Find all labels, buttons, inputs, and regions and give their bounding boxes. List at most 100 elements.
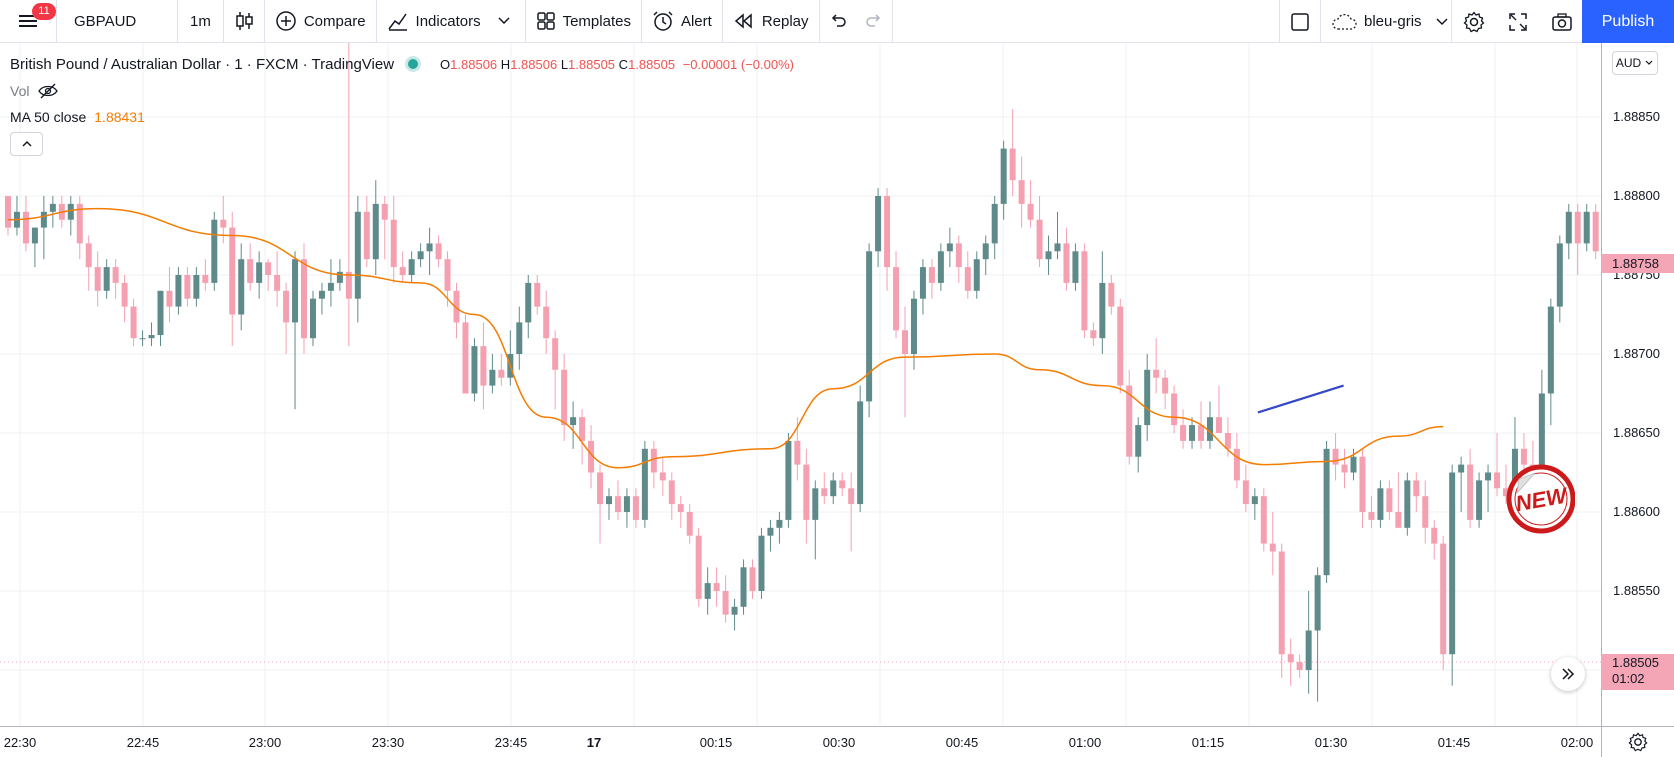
hamburger-menu-icon bbox=[19, 15, 37, 27]
candle-down bbox=[668, 480, 675, 505]
double-chevron-right-icon bbox=[1562, 668, 1575, 680]
collapse-legend-button[interactable] bbox=[10, 132, 43, 156]
candle-up bbox=[1206, 417, 1213, 441]
candle-up bbox=[31, 227, 38, 244]
candle-up bbox=[1547, 306, 1554, 394]
candle-down bbox=[848, 488, 855, 505]
chevron-down-icon bbox=[1645, 60, 1653, 65]
symbol-title[interactable]: British Pound / Australian Dollar · 1 · … bbox=[10, 55, 395, 73]
candle-down bbox=[85, 243, 92, 268]
layout-name-label: bleu-gris bbox=[1364, 13, 1422, 30]
candle-down bbox=[498, 369, 505, 378]
ma-value: 1.88431 bbox=[94, 109, 145, 125]
candle-up bbox=[1144, 369, 1151, 426]
candle-up bbox=[1072, 251, 1079, 283]
candle-up bbox=[875, 196, 882, 252]
chart-settings-button[interactable] bbox=[1452, 0, 1496, 43]
eye-hidden-icon[interactable] bbox=[37, 83, 59, 99]
time-label: 01:15 bbox=[1191, 735, 1225, 750]
indicators-button[interactable]: Indicators bbox=[377, 0, 525, 43]
fullscreen-icon bbox=[1509, 12, 1527, 31]
chart-pane[interactable]: NEW bbox=[0, 43, 1601, 726]
gear-icon bbox=[1463, 10, 1485, 32]
candle-down bbox=[543, 306, 550, 339]
time-label: 23:45 bbox=[494, 735, 528, 750]
scale-settings-button[interactable] bbox=[1601, 726, 1674, 757]
candle-up bbox=[336, 271, 343, 283]
price-label: 1.88850 bbox=[1613, 109, 1660, 124]
plus-circle-icon bbox=[276, 11, 296, 31]
time-scale[interactable]: 22:30 22:45 23:00 23:30 23:45 17 00:15 00:30 00:… bbox=[0, 726, 1601, 757]
candle-down bbox=[588, 440, 595, 473]
candle-down bbox=[839, 480, 846, 489]
last-price-value: 1.88505 bbox=[1612, 655, 1659, 670]
candle-down bbox=[435, 243, 442, 260]
candle-down bbox=[1018, 180, 1025, 204]
candle-down bbox=[964, 267, 971, 291]
market-status-dot[interactable] bbox=[408, 59, 419, 69]
price-scale[interactable]: 1.88850 1.88800 1.88750 1.88700 1.88650 1.886… bbox=[1601, 43, 1674, 726]
time-label: 01:00 bbox=[1068, 735, 1102, 750]
candle-down bbox=[1269, 543, 1276, 552]
currency-dropdown[interactable]: AUD bbox=[1612, 51, 1658, 75]
candle-up bbox=[1511, 448, 1518, 497]
redo-button[interactable] bbox=[856, 0, 892, 43]
layout-square-button[interactable] bbox=[1280, 0, 1320, 43]
candle-down bbox=[1386, 488, 1393, 512]
candle-up bbox=[1565, 211, 1572, 244]
candle-up bbox=[1485, 472, 1492, 481]
price-chart[interactable] bbox=[0, 43, 1601, 726]
candle-up bbox=[740, 567, 747, 607]
new-sticker-image: NEW bbox=[1505, 463, 1575, 535]
candle-down bbox=[1431, 527, 1438, 544]
candle-up bbox=[767, 527, 774, 536]
open-value: 1.88506 bbox=[450, 56, 498, 72]
candle-down bbox=[1036, 219, 1043, 260]
candle-up bbox=[1305, 630, 1312, 670]
candle-down bbox=[713, 583, 720, 591]
scroll-to-realtime-button[interactable] bbox=[1551, 657, 1585, 691]
interval-button[interactable]: 1m bbox=[190, 12, 211, 30]
top-toolbar: 11 GBPAUD 1m Compare Indicators Template… bbox=[0, 0, 1674, 43]
candle-up bbox=[866, 251, 873, 402]
candle-down bbox=[928, 267, 935, 283]
fullscreen-button[interactable] bbox=[1496, 0, 1540, 43]
candle-down bbox=[1278, 551, 1285, 655]
gear-icon bbox=[1628, 732, 1648, 752]
main-menu-button[interactable]: 11 bbox=[0, 0, 56, 43]
candle-up bbox=[1314, 575, 1321, 631]
candle-down bbox=[534, 282, 541, 307]
candle-up bbox=[982, 243, 989, 260]
ma-label[interactable]: MA 50 close bbox=[10, 109, 87, 125]
snapshot-button[interactable] bbox=[1540, 0, 1584, 43]
publish-button[interactable]: Publish bbox=[1582, 0, 1674, 43]
currency-label: AUD bbox=[1615, 56, 1642, 70]
time-label: 22:45 bbox=[126, 735, 160, 750]
price-label: 1.88650 bbox=[1613, 425, 1660, 440]
layout-name-dropdown[interactable]: bleu-gris bbox=[1321, 0, 1451, 43]
compare-button[interactable]: Compare bbox=[265, 0, 376, 43]
undo-button[interactable] bbox=[820, 0, 856, 43]
candle-up bbox=[641, 448, 648, 520]
candle-up bbox=[1377, 488, 1384, 520]
last-price-tag: 1.88505 01:02 bbox=[1601, 654, 1674, 690]
volume-label[interactable]: Vol bbox=[10, 83, 30, 99]
candle-up bbox=[830, 480, 837, 497]
candle-up bbox=[937, 251, 944, 283]
candle-down bbox=[247, 259, 254, 283]
candle-down bbox=[614, 496, 621, 512]
candle-up bbox=[991, 203, 998, 244]
symbol-search-button[interactable]: GBPAUD bbox=[74, 12, 137, 30]
candle-down bbox=[166, 290, 173, 307]
templates-button[interactable]: Templates bbox=[526, 0, 641, 43]
candle-down bbox=[1180, 425, 1187, 441]
candle-down bbox=[1341, 464, 1348, 473]
candle-down bbox=[597, 472, 604, 505]
replay-button[interactable]: Replay bbox=[723, 0, 819, 43]
chart-type-button[interactable] bbox=[224, 0, 264, 43]
candle-down bbox=[390, 219, 397, 268]
alert-button[interactable]: Alert bbox=[642, 0, 722, 43]
candle-up bbox=[211, 219, 218, 283]
change-value: −0.00001 (−0.00%) bbox=[682, 56, 794, 72]
time-label: 01:45 bbox=[1437, 735, 1471, 750]
